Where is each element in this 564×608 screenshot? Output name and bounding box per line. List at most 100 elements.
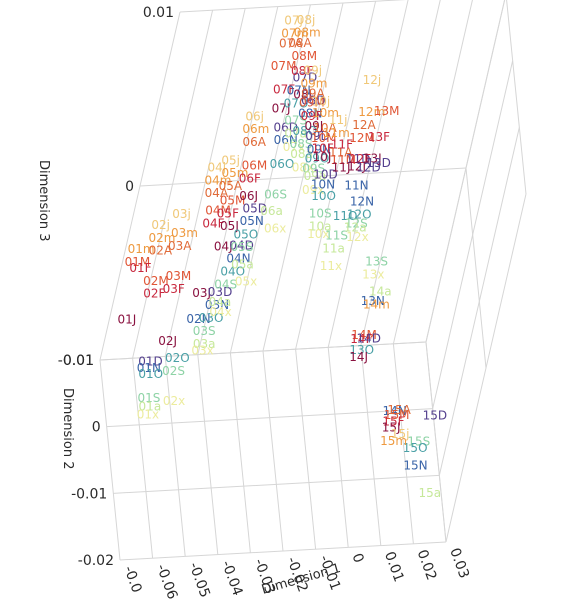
point-label: 03M: [166, 269, 192, 283]
point-label: 09S: [302, 162, 325, 176]
point-label: 13O: [349, 343, 374, 357]
y-tick-label: -0.02: [78, 553, 114, 569]
point-label: 04M: [205, 203, 231, 217]
point-label: 09m: [301, 76, 328, 90]
x-grid-line: [262, 350, 284, 552]
point-label: 04D: [229, 238, 254, 252]
point-label: 09J: [304, 119, 323, 133]
point-label: 11A: [329, 145, 353, 159]
point-label: 02F: [143, 287, 165, 301]
point-label: 14a: [369, 284, 392, 298]
point-label: 15M: [384, 408, 410, 422]
point-label: 15A: [387, 403, 411, 417]
z-grid-line: [139, 167, 467, 187]
point-label: 04F: [202, 216, 224, 230]
point-label: 05S: [231, 240, 254, 254]
point-label: 09D: [305, 129, 330, 143]
y-tick-label: 0: [92, 420, 101, 436]
x-grid-line: [392, 343, 414, 544]
point-label: 05O: [234, 227, 259, 241]
point-label: 09j: [303, 63, 322, 77]
point-label: 08F: [291, 64, 313, 78]
point-label: 08M: [292, 49, 318, 63]
point-label: 07A: [279, 37, 303, 51]
x-tick-label: 0: [348, 551, 366, 565]
point-label: 03F: [163, 282, 185, 296]
point-label: 13N: [361, 294, 385, 308]
point-label: 09A: [301, 86, 325, 100]
point-label: 14F: [350, 332, 372, 346]
point-label: 06m: [242, 122, 269, 136]
point-label: 01M: [125, 255, 151, 269]
point-label: 12x: [346, 230, 368, 244]
point-label: 05j: [221, 153, 240, 167]
x-grid-line: [360, 345, 382, 546]
point-label: 04j: [208, 161, 227, 175]
point-label: 03D: [208, 285, 233, 299]
point-label: 13x: [362, 267, 384, 281]
point-label: 07O: [284, 96, 309, 110]
point-label: 08O: [293, 124, 318, 138]
point-label: 06S: [264, 187, 287, 201]
point-label: 02N: [186, 312, 210, 326]
point-label: 09M: [299, 95, 325, 109]
point-label: 04m: [205, 173, 232, 187]
point-label: 01x: [137, 407, 159, 421]
point-label: 10N: [311, 178, 335, 192]
point-label: 06x: [264, 221, 286, 235]
point-label: 12j: [363, 73, 382, 87]
x-grid-line: [327, 347, 349, 548]
point-label: 01O: [138, 367, 163, 381]
point-label: 14M: [351, 328, 377, 342]
point-label: 11O: [333, 209, 358, 223]
point-label: 02M: [143, 274, 169, 288]
point-label: 10S: [309, 207, 332, 221]
point-label: 10D: [313, 167, 338, 181]
point-label: 02O: [165, 351, 190, 365]
point-label: 11S: [325, 229, 348, 243]
point-label: 15F: [382, 414, 404, 428]
point-label: 13F: [368, 130, 390, 144]
axis-grid-planes: [99, 0, 527, 561]
z-grid-line: [465, 167, 487, 369]
point-label: 06D: [273, 120, 298, 134]
y-axis-title: Dimension 2: [60, 388, 75, 470]
point-label: 05m: [222, 166, 249, 180]
point-label: 07j: [284, 14, 303, 28]
point-label: 07S: [284, 114, 307, 128]
point-label: 02S: [162, 364, 185, 378]
point-label: 15S: [407, 435, 430, 449]
point-label: 09x: [302, 183, 324, 197]
point-label: 10x: [307, 227, 329, 241]
point-label: 14N: [382, 404, 406, 418]
z-axis-title: Dimension 3: [36, 160, 51, 242]
point-label: 07m: [281, 26, 308, 40]
point-label: 10J: [313, 150, 332, 164]
point-label: 04A: [205, 186, 229, 200]
x-tick-label: 0.01: [381, 549, 407, 584]
point-label: 15N: [403, 458, 427, 472]
point-label: 03N: [205, 298, 229, 312]
point-label: 08D: [301, 94, 326, 108]
point-label: 10F: [312, 141, 334, 155]
y-grid-line: [119, 541, 447, 561]
x-grid-line: [392, 0, 473, 344]
point-label: 10O: [311, 189, 336, 203]
point-label: 06J: [239, 189, 258, 203]
point-label: 07a: [284, 126, 307, 140]
point-label: 06F: [239, 172, 261, 186]
point-label: 06A: [243, 135, 267, 149]
point-label: 04O: [220, 264, 245, 278]
point-label: 10j: [312, 95, 331, 109]
point-label: 13D: [366, 156, 391, 170]
y-tick-label: -0.01: [71, 486, 107, 502]
data-point-labels: 01m01M01F01J01D01N01O01S01a01x02j02m02A0…: [117, 13, 447, 500]
point-label: 08J: [293, 88, 312, 102]
point-label: 15D: [423, 408, 448, 422]
z-grid-line: [179, 0, 407, 13]
point-label: 02J: [158, 334, 177, 348]
point-label: 08A: [288, 36, 312, 50]
point-label: 11x: [320, 259, 342, 273]
point-label: 11M: [330, 153, 356, 167]
